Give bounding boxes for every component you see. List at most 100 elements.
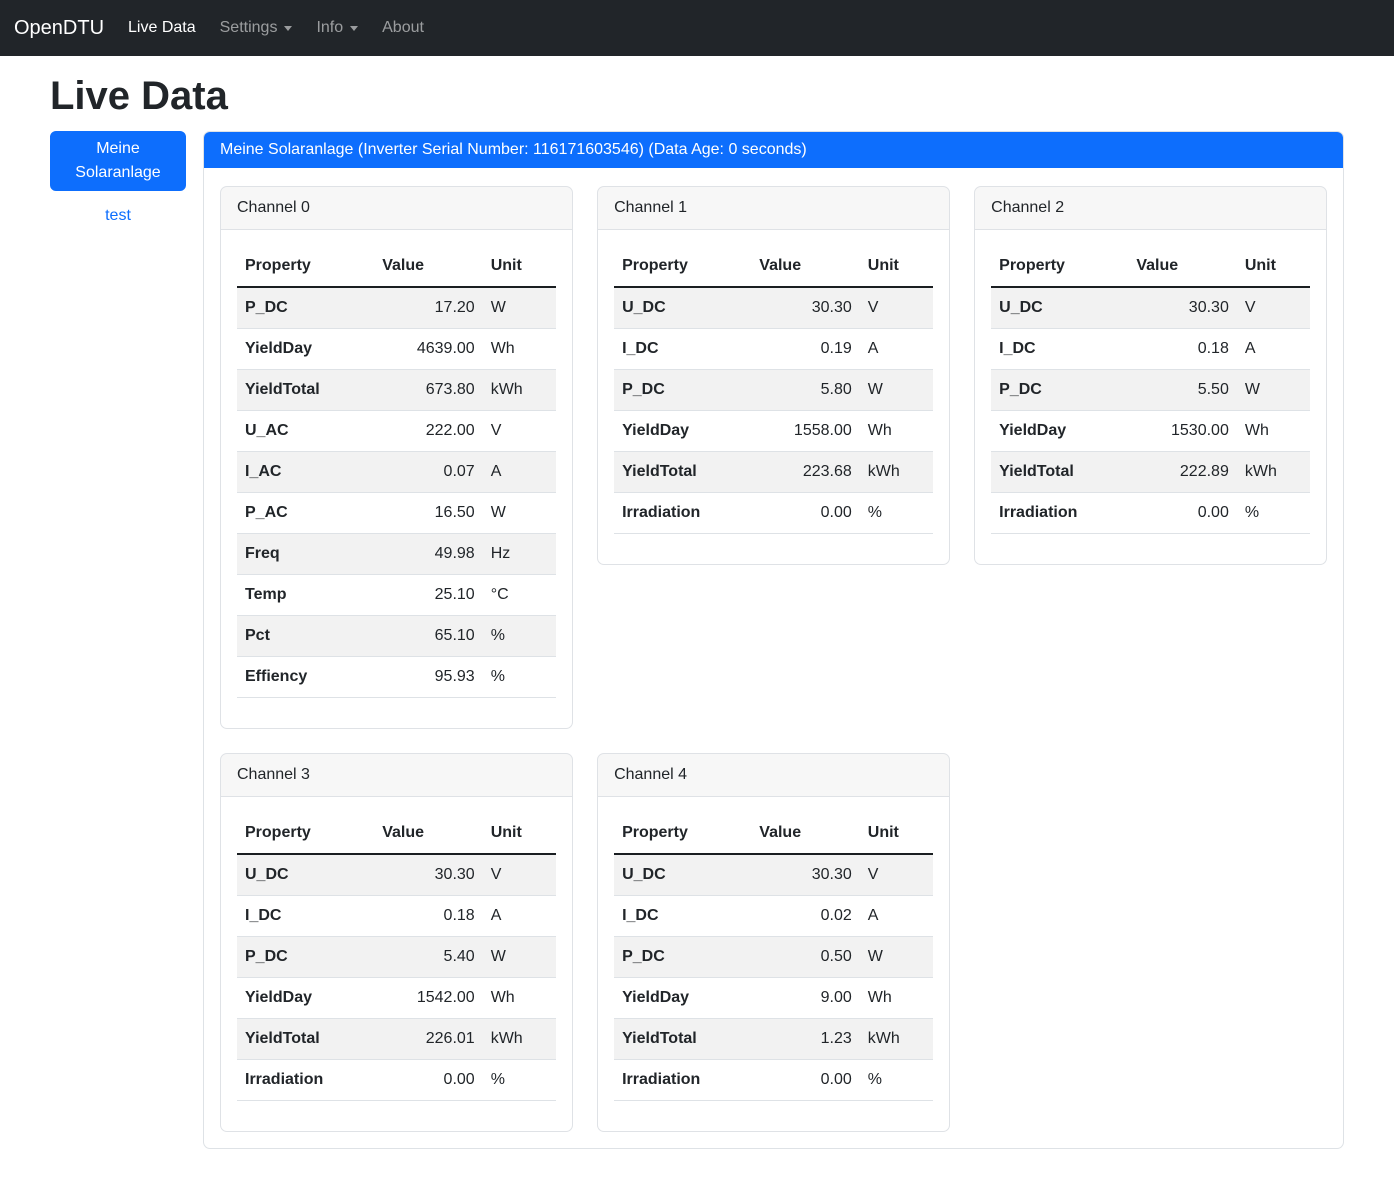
page-title: Live Data <box>50 74 228 118</box>
nav-item-label: Live Data <box>128 19 196 36</box>
table-row: Irradiation 0.00 % <box>237 1060 557 1101</box>
property-name: Irradiation <box>622 504 701 521</box>
property-value: 30.30 <box>434 866 475 883</box>
table-header-row: Property Value Unit <box>614 246 934 288</box>
property-unit: V <box>1244 299 1256 316</box>
property-name: YieldTotal <box>999 463 1074 480</box>
property-name: I_DC <box>622 340 659 357</box>
table-row: U_DC 30.30 V <box>614 854 934 896</box>
col-header-property: Property <box>237 813 375 855</box>
property-name: U_DC <box>999 299 1043 316</box>
property-unit: kWh <box>1244 463 1277 480</box>
property-unit: % <box>490 627 505 644</box>
property-name: I_DC <box>999 340 1036 357</box>
property-unit: A <box>490 907 502 924</box>
property-value: 0.00 <box>820 504 852 521</box>
property-name: P_DC <box>245 299 288 316</box>
inverter-panel-header: Meine Solaranlage (Inverter Serial Numbe… <box>204 132 1344 168</box>
property-unit: A <box>490 463 502 480</box>
inverter-panel-body: Channel 0 Property Value Unit P_DC 17.20… <box>204 168 1343 1148</box>
channel-table: Property Value Unit P_DC 17.20 W YieldDa… <box>237 246 557 698</box>
property-unit: % <box>490 668 505 685</box>
col-header-property: Property <box>614 813 752 855</box>
inverter-select-button[interactable]: Meine Solaranlage <box>50 131 186 191</box>
property-value: 49.98 <box>434 545 475 562</box>
table-row: YieldDay 4639.00 Wh <box>237 329 557 370</box>
channel-table: Property Value Unit U_DC 30.30 V I_DC 0.… <box>237 813 557 1101</box>
property-unit: W <box>1244 381 1260 398</box>
channel-table: Property Value Unit U_DC 30.30 V I_DC 0.… <box>614 813 934 1101</box>
table-row: YieldTotal 223.68 kWh <box>614 451 934 493</box>
property-unit: Wh <box>490 989 515 1006</box>
col-header-unit: Unit <box>1236 246 1311 288</box>
channel-body: Property Value Unit U_DC 30.30 V I_DC 0.… <box>221 797 572 1131</box>
property-name: P_DC <box>622 381 665 398</box>
channel-card: Channel 4 Property Value Unit U_DC 30.30… <box>597 753 951 1132</box>
table-row: U_DC 30.30 V <box>237 854 557 896</box>
property-unit: kWh <box>867 1030 900 1047</box>
property-value: 222.89 <box>1179 463 1229 480</box>
property-value: 0.02 <box>820 907 852 924</box>
property-name: U_DC <box>622 866 666 883</box>
caret-down-icon <box>284 25 293 31</box>
property-unit: V <box>490 422 502 439</box>
property-value: 0.00 <box>1197 504 1229 521</box>
property-unit: Hz <box>490 545 511 562</box>
table-row: I_DC 0.19 A <box>614 329 934 370</box>
property-name: YieldDay <box>245 340 312 357</box>
table-row: YieldTotal 226.01 kWh <box>237 1018 557 1060</box>
property-name: YieldTotal <box>245 1030 320 1047</box>
channel-body: Property Value Unit U_DC 30.30 V I_DC 0.… <box>598 797 949 1131</box>
property-value: 226.01 <box>425 1030 475 1047</box>
property-value: 4639.00 <box>416 340 475 357</box>
property-name: Effiency <box>245 668 308 685</box>
property-name: YieldTotal <box>245 381 320 398</box>
property-value: 1542.00 <box>416 989 475 1006</box>
property-name: Freq <box>245 545 280 562</box>
col-header-unit: Unit <box>482 813 557 855</box>
property-unit: % <box>490 1071 505 1088</box>
property-value: 0.18 <box>1197 340 1229 357</box>
nav-item-label: About <box>382 19 424 36</box>
property-name: Temp <box>245 586 287 603</box>
table-row: I_DC 0.02 A <box>614 896 934 937</box>
table-row: YieldTotal 1.23 kWh <box>614 1018 934 1060</box>
property-unit: A <box>867 907 879 924</box>
property-unit: W <box>867 948 883 965</box>
property-name: I_DC <box>622 907 659 924</box>
property-unit: % <box>867 1071 882 1088</box>
sidebar-link-test[interactable]: test <box>105 207 131 224</box>
table-row: P_DC 0.50 W <box>614 936 934 978</box>
nav-item-about[interactable]: About <box>374 11 432 45</box>
property-value: 0.07 <box>443 463 475 480</box>
property-unit: kWh <box>490 1030 523 1047</box>
nav-item-settings[interactable]: Settings <box>212 11 301 45</box>
property-name: YieldTotal <box>622 1030 697 1047</box>
property-value: 30.30 <box>811 299 852 316</box>
property-unit: Wh <box>490 340 515 357</box>
property-name: P_AC <box>245 504 288 521</box>
table-row: Temp 25.10 °C <box>237 575 557 616</box>
table-row: YieldDay 1558.00 Wh <box>614 411 934 452</box>
table-row: I_DC 0.18 A <box>237 896 557 937</box>
nav-item-label: Settings <box>219 19 278 36</box>
property-name: U_DC <box>622 299 666 316</box>
table-row: Freq 49.98 Hz <box>237 533 557 575</box>
caret-down-icon <box>350 25 359 31</box>
table-row: YieldDay 1530.00 Wh <box>991 411 1311 452</box>
channel-card: Channel 1 Property Value Unit U_DC 30.30… <box>597 186 951 565</box>
property-value: 0.19 <box>820 340 852 357</box>
table-row: Irradiation 0.00 % <box>614 1060 934 1101</box>
table-row: I_DC 0.18 A <box>991 329 1311 370</box>
nav-item-live-data[interactable]: Live Data <box>120 11 204 45</box>
property-unit: °C <box>490 586 509 603</box>
property-value: 95.93 <box>434 668 475 685</box>
table-row: Irradiation 0.00 % <box>614 493 934 534</box>
channel-table: Property Value Unit U_DC 30.30 V I_DC 0.… <box>614 246 934 534</box>
brand-opendtu[interactable]: OpenDTU <box>14 16 105 39</box>
property-value: 0.18 <box>443 907 475 924</box>
nav-item-info[interactable]: Info <box>308 11 366 45</box>
property-unit: A <box>1244 340 1256 357</box>
property-name: Irradiation <box>622 1071 701 1088</box>
table-row: U_AC 222.00 V <box>237 411 557 452</box>
